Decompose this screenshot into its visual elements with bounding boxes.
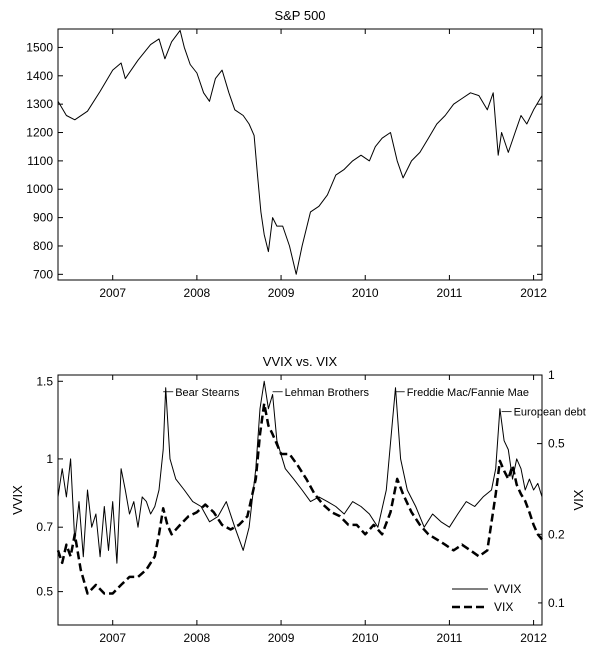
vvix-y-tick-label: 1.5 xyxy=(36,374,53,388)
sp500-y-tick-label: 1400 xyxy=(26,69,53,83)
vvix-x-tick-label: 2009 xyxy=(268,631,295,645)
vvix-y-tick-label: 0.7 xyxy=(36,520,53,534)
sp500-y-axis: 700 800 900 1000 1100 1200 1300 1400 1500 xyxy=(26,40,542,281)
legend-vix-label: VIX xyxy=(494,600,513,614)
sp500-line xyxy=(57,29,543,275)
legend-vvix-label: VVIX xyxy=(494,582,521,596)
vvix-title: VVIX vs. VIX xyxy=(263,354,338,369)
vvix-x-tick-label: 2012 xyxy=(520,631,547,645)
vix-y-tick-label: 0.2 xyxy=(548,527,565,541)
vix-right-y-axis: 0.1 0.2 0.5 1 xyxy=(537,368,565,610)
annotation-label: European debt xyxy=(514,407,586,419)
vvix-series-group xyxy=(56,380,543,595)
vix-y-tick-label: 0.1 xyxy=(548,596,565,610)
sp500-title: S&P 500 xyxy=(274,8,325,23)
sp500-y-tick-label: 1200 xyxy=(26,126,53,140)
vvix-line xyxy=(57,380,543,564)
vvix-left-y-axis: 0.5 0.7 1 1.5 xyxy=(36,374,63,599)
event-annotations: Bear Stearns Lehman Brothers Freddie Mac/F… xyxy=(163,387,586,419)
vix-line xyxy=(56,402,543,595)
sp500-y-tick-label: 900 xyxy=(33,211,53,225)
sp500-y-tick-label: 700 xyxy=(33,267,53,281)
sp500-series-group xyxy=(57,29,543,275)
vvix-left-ylabel: VVIX xyxy=(10,485,25,515)
vvix-vix-chart: VVIX vs. VIX VVIX VIX 0.50.711.5 0.10.20… xyxy=(10,354,586,645)
vvix-x-tick-label: 2008 xyxy=(184,631,211,645)
sp500-y-tick-label: 1300 xyxy=(26,97,53,111)
sp500-y-tick-label: 1100 xyxy=(27,154,53,168)
annotation-label: Bear Stearns xyxy=(175,387,240,399)
sp500-x-tick-label: 2007 xyxy=(99,286,126,300)
vvix-x-tick-label: 2010 xyxy=(352,631,379,645)
vvix-x-tick-label: 2007 xyxy=(99,631,126,645)
vvix-x-tick-label: 2011 xyxy=(437,631,463,645)
vix-y-tick-label: 0.5 xyxy=(548,437,565,451)
vix-y-tick-label: 1 xyxy=(548,368,555,382)
sp500-y-tick-label: 1000 xyxy=(26,182,53,196)
sp500-x-tick-label: 2010 xyxy=(352,286,379,300)
vvix-y-tick-label: 1 xyxy=(46,452,53,466)
annotation-label: Lehman Brothers xyxy=(285,387,370,399)
vvix-y-tick-label: 0.5 xyxy=(36,585,53,599)
sp500-x-tick-label: 2009 xyxy=(268,286,295,300)
sp500-y-tick-label: 1500 xyxy=(26,40,53,54)
sp500-chart: S&P 500 700 800 900 1000 1100 1200 1300 1400 150… xyxy=(26,8,547,300)
vvix-x-axis: 2007 2008 2009 2010 2011 2012 xyxy=(99,375,547,645)
sp500-x-axis: 2007 2008 2009 2010 2011 2012 xyxy=(99,29,547,300)
vix-right-ylabel: VIX xyxy=(571,489,586,510)
sp500-plot-frame xyxy=(57,28,543,281)
sp500-x-tick-label: 2011 xyxy=(437,286,463,300)
sp500-x-tick-label: 2008 xyxy=(184,286,211,300)
legend: VVIX VIX xyxy=(446,578,538,618)
annotation-label: Freddie Mac/Fannie Mae xyxy=(407,387,529,399)
sp500-y-tick-label: 800 xyxy=(33,239,53,253)
sp500-x-tick-label: 2012 xyxy=(520,286,547,300)
